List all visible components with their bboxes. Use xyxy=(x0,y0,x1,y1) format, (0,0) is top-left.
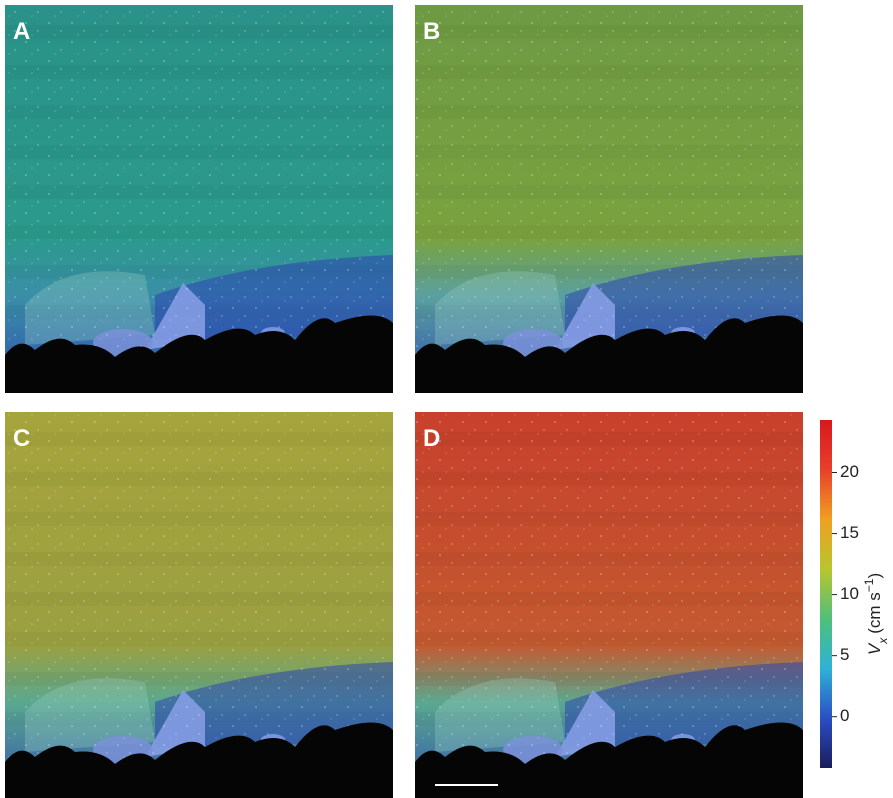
tick-label: 20 xyxy=(840,462,859,481)
axis-label-part: V xyxy=(865,642,884,655)
panel-image: C xyxy=(5,412,393,798)
panel-image: A xyxy=(5,5,393,393)
substrate xyxy=(415,315,803,393)
colorbar xyxy=(820,420,832,768)
tick-label: 0 xyxy=(840,706,849,725)
axis-label-part: ) xyxy=(865,573,884,579)
panel-label: B xyxy=(423,18,440,45)
axis-label-part: (cm s xyxy=(865,592,884,634)
axis-label-part: −1 xyxy=(862,578,876,592)
panel-label: D xyxy=(423,425,440,452)
axis-label: Vx (cm s−1) xyxy=(862,573,890,655)
substrate xyxy=(5,722,393,798)
tick-label: 15 xyxy=(840,523,859,542)
panel-label: A xyxy=(13,18,30,45)
axis-label-part: x xyxy=(876,637,890,645)
substrate xyxy=(5,315,393,393)
panel-label: C xyxy=(13,425,30,452)
substrate xyxy=(415,722,803,798)
tick-label: 5 xyxy=(840,645,849,664)
panel-image: B xyxy=(415,5,803,393)
panel-image: D xyxy=(415,412,803,798)
tick-label: 10 xyxy=(840,584,859,603)
